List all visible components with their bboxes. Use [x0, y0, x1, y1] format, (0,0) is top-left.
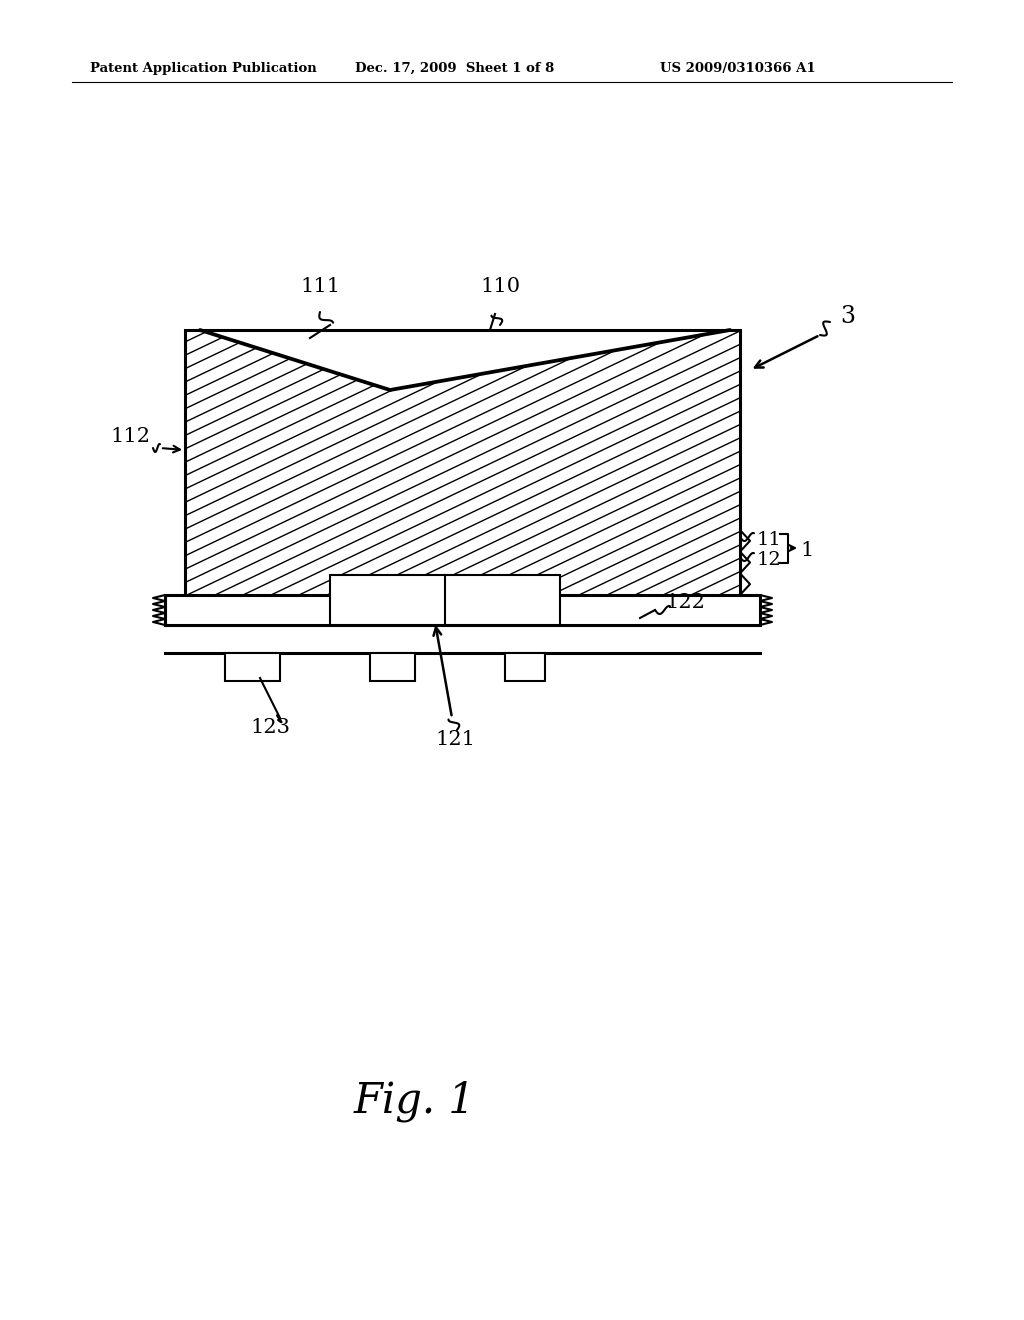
Bar: [330, 576, 560, 624]
Text: 123: 123: [250, 718, 290, 737]
Bar: [505, 653, 545, 681]
Text: Patent Application Publication: Patent Application Publication: [90, 62, 316, 75]
Bar: [370, 653, 415, 681]
Text: Fig. 1: Fig. 1: [354, 1080, 476, 1122]
Text: 112: 112: [110, 426, 150, 446]
Polygon shape: [200, 330, 730, 389]
Text: 1: 1: [800, 540, 813, 560]
Bar: [225, 653, 280, 681]
Text: US 2009/0310366 A1: US 2009/0310366 A1: [660, 62, 816, 75]
Text: 11: 11: [757, 531, 781, 549]
Text: 122: 122: [665, 594, 705, 612]
Text: 121: 121: [435, 730, 475, 748]
Bar: [185, 330, 740, 595]
Text: 12: 12: [757, 550, 781, 569]
Text: Dec. 17, 2009  Sheet 1 of 8: Dec. 17, 2009 Sheet 1 of 8: [355, 62, 554, 75]
Bar: [185, 330, 740, 595]
Text: 3: 3: [840, 305, 855, 327]
Text: 110: 110: [480, 277, 520, 296]
Text: 111: 111: [300, 277, 340, 296]
